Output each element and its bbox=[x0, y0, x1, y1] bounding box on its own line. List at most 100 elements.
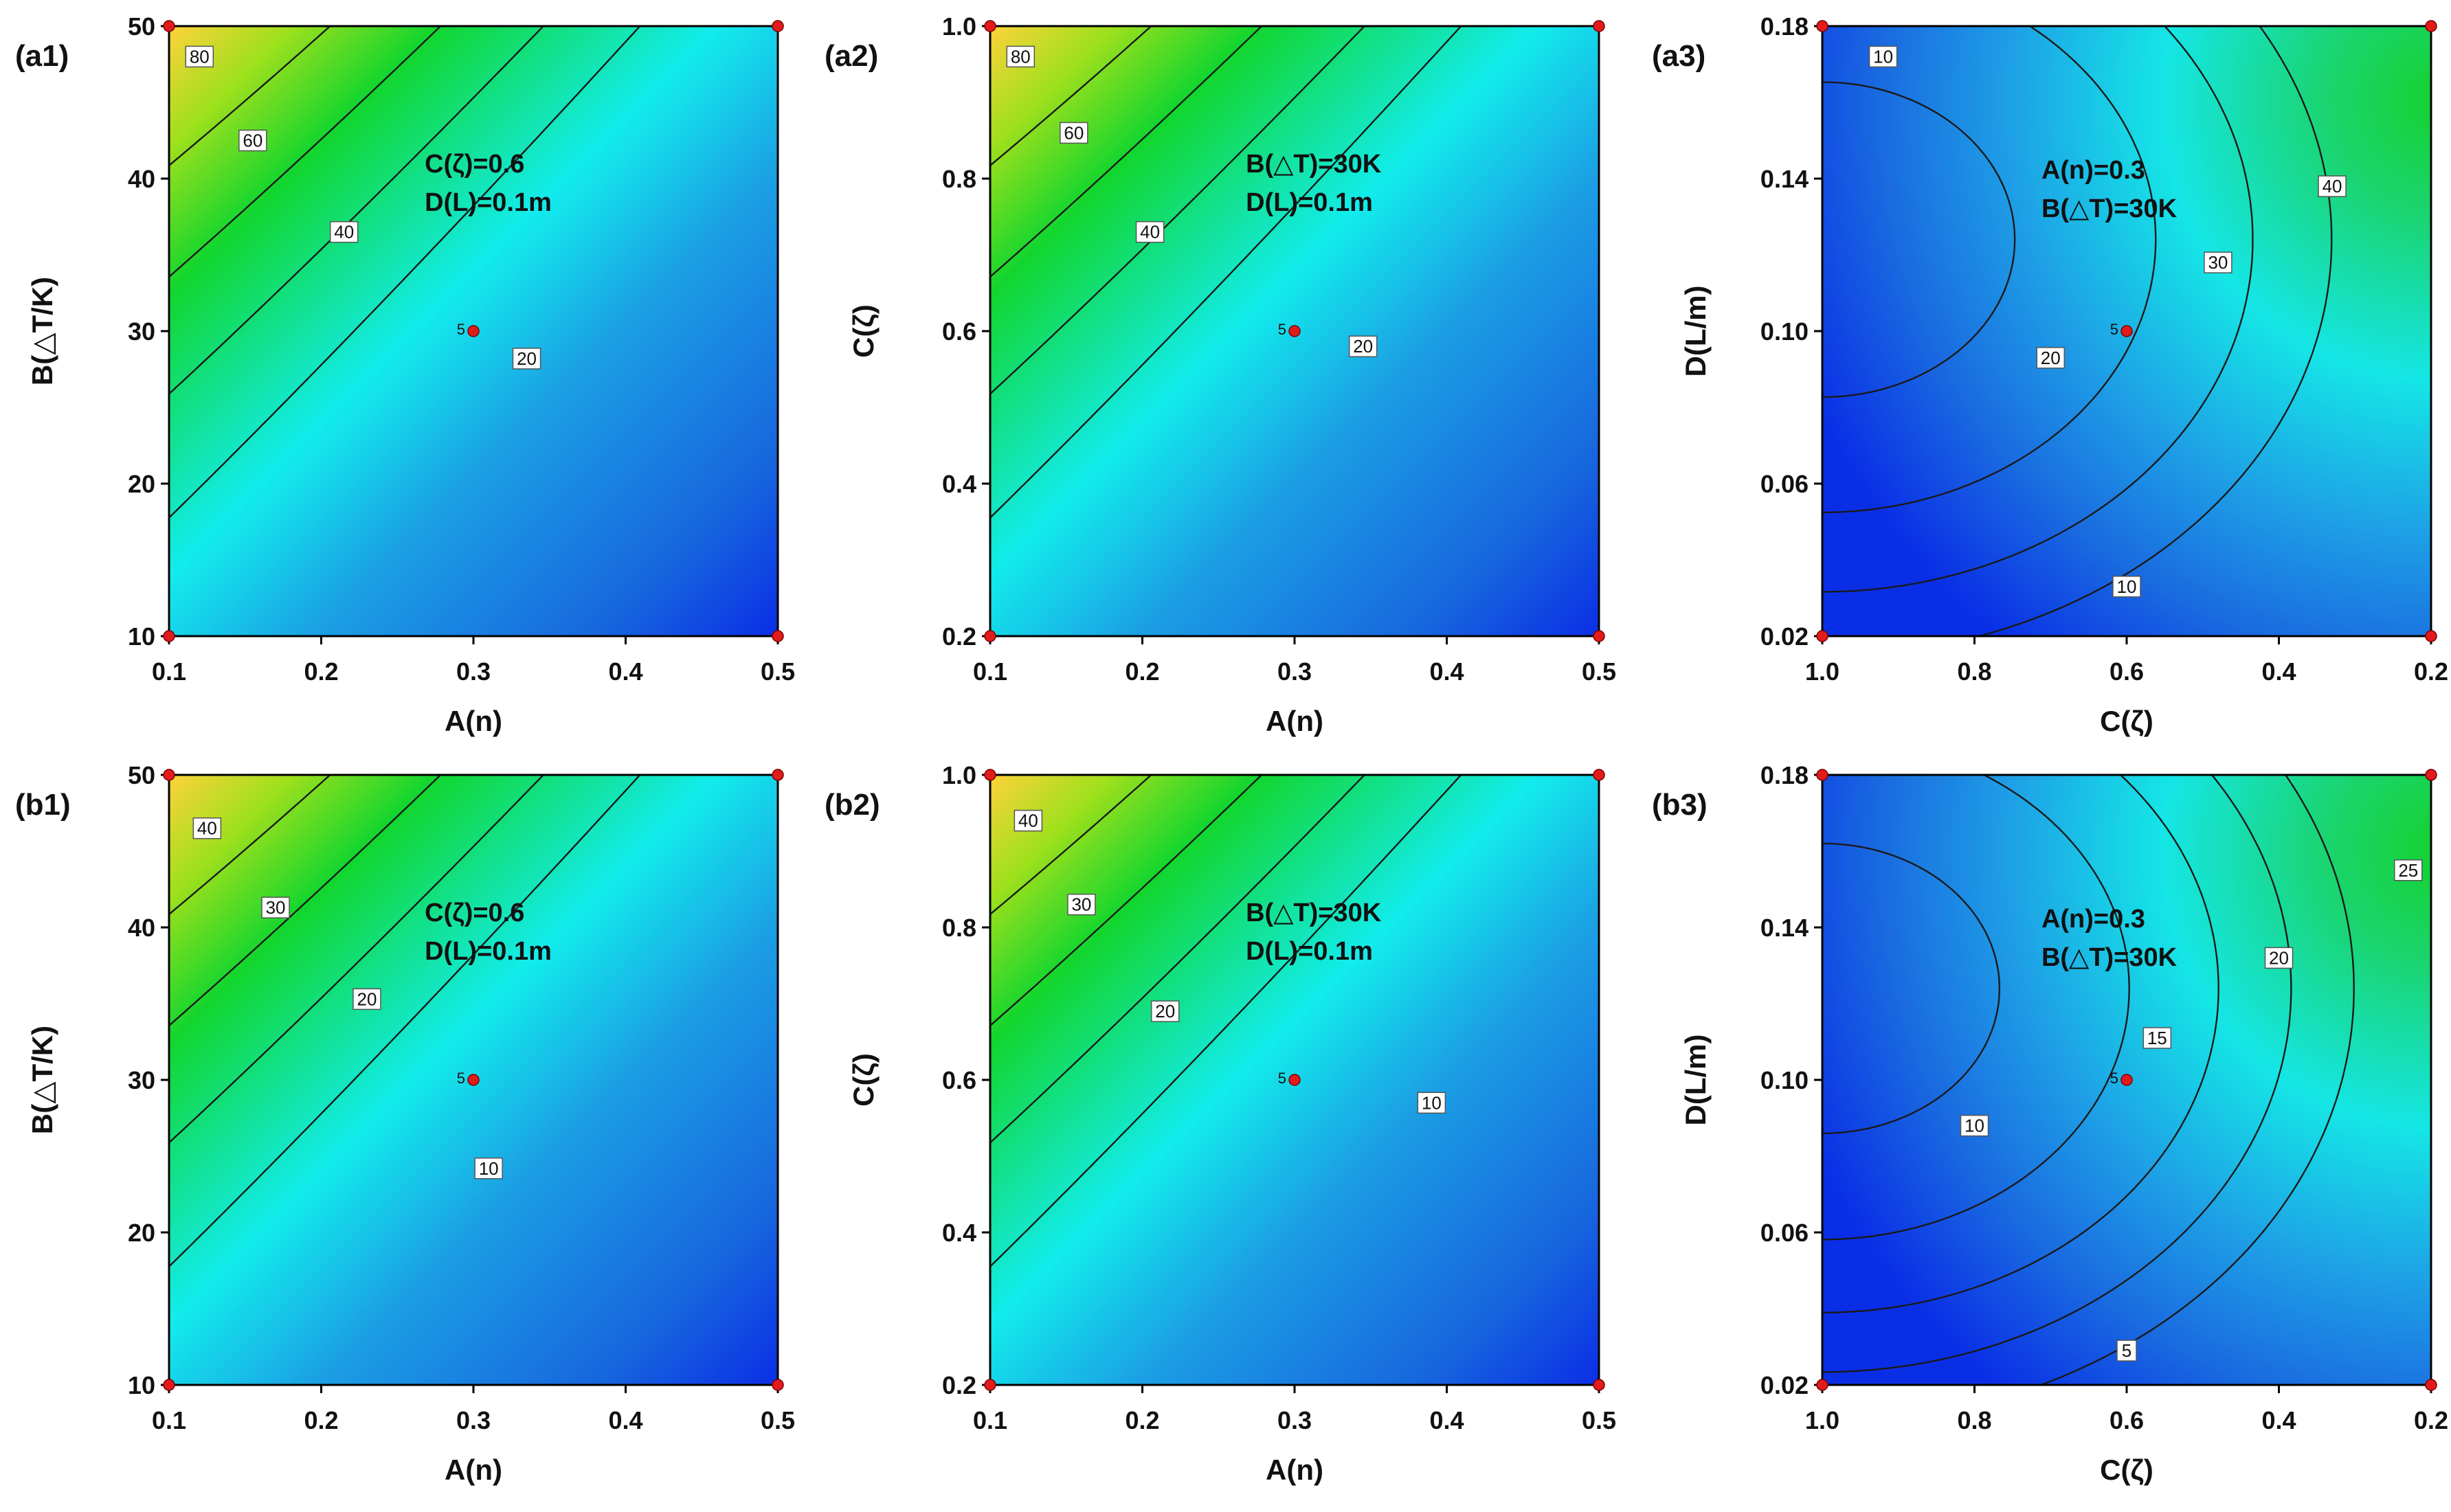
x-tick-label: 0.4 bbox=[2261, 657, 2296, 686]
x-tick-label: 0.4 bbox=[608, 1406, 642, 1434]
contour-label-text: 20 bbox=[357, 989, 377, 1009]
center-point-label: 5 bbox=[2110, 321, 2118, 338]
contour-label: 20 bbox=[1150, 1000, 1180, 1022]
design-point bbox=[163, 20, 175, 32]
y-tick-label: 0.8 bbox=[942, 165, 976, 193]
contour-label-text: 20 bbox=[1155, 1001, 1175, 1022]
x-tick-label: 0.4 bbox=[1429, 657, 1464, 686]
panel-b1: (b1) 0.1 0.2 0.3 0.4 0.5 10 20 30 40 50 A(n) B(△T/K)… bbox=[15, 761, 795, 1486]
y-tick-label: 20 bbox=[128, 470, 155, 498]
x-tick-label: 1.0 bbox=[1805, 657, 1839, 686]
y-tick-label: 0.06 bbox=[1760, 1219, 1809, 1247]
y-axis-title: C(ζ) bbox=[847, 304, 880, 358]
contour-label-text: 20 bbox=[2041, 348, 2061, 368]
x-tick-label: 1.0 bbox=[1805, 1406, 1839, 1434]
contour-line-40 bbox=[990, 775, 1152, 915]
annotation-line: D(L)=0.1m bbox=[1246, 937, 1373, 966]
contour-label-text: 60 bbox=[243, 131, 262, 151]
x-axis-title: A(n) bbox=[445, 705, 502, 737]
annotation-line: B(△T)=30K bbox=[2041, 943, 2178, 972]
x-tick-label: 0.4 bbox=[2261, 1406, 2296, 1434]
y-tick-label: 10 bbox=[128, 1371, 155, 1399]
design-point bbox=[1288, 1074, 1301, 1086]
y-tick-label: 0.02 bbox=[1760, 622, 1809, 651]
contour-label: 60 bbox=[238, 129, 267, 152]
center-point-label: 5 bbox=[1278, 1070, 1286, 1087]
x-tick-label: 0.8 bbox=[1957, 1406, 1991, 1434]
contour-label: 20 bbox=[1348, 335, 1378, 357]
design-point bbox=[2425, 1379, 2437, 1391]
panel-label: (b3) bbox=[1652, 788, 1708, 822]
contour-label-text: 25 bbox=[2398, 860, 2418, 881]
y-tick-label: 0.4 bbox=[942, 1219, 976, 1247]
panel-b3: (b3) 1.0 0.8 0.6 0.4 0.2 0.02 0.06 0.10 0.14 0.18 C… bbox=[1652, 761, 2448, 1486]
x-tick-label: 0.3 bbox=[456, 1406, 491, 1434]
design-point bbox=[2425, 769, 2437, 781]
x-axis-title: A(n) bbox=[445, 1454, 502, 1486]
x-tick-label: 0.5 bbox=[761, 1406, 795, 1434]
x-tick-label: 0.3 bbox=[1277, 1406, 1312, 1434]
center-point-label: 5 bbox=[457, 1070, 465, 1087]
design-point bbox=[984, 630, 996, 642]
contour-line-20 bbox=[1822, 26, 2157, 514]
contour-line-60 bbox=[990, 26, 1263, 278]
contour-label: 10 bbox=[474, 1158, 503, 1180]
contour-lines bbox=[1822, 775, 2355, 1385]
x-axis-title: C(ζ) bbox=[2100, 705, 2153, 737]
y-tick-label: 50 bbox=[128, 761, 155, 789]
x-tick-label: 0.2 bbox=[1125, 657, 1159, 686]
center-point-label: 5 bbox=[1278, 321, 1286, 338]
contour-label: 80 bbox=[1006, 45, 1036, 68]
contour-label-text: 40 bbox=[1018, 811, 1038, 831]
design-point bbox=[2425, 20, 2437, 32]
annotation-line: B(△T)=30K bbox=[2041, 194, 2178, 223]
contour-label-text: 20 bbox=[1353, 336, 1373, 357]
y-axis-title: B(△T/K) bbox=[26, 277, 58, 385]
contour-label: 25 bbox=[2394, 859, 2423, 881]
x-tick-label: 0.4 bbox=[608, 657, 642, 686]
annotation-line: D(L)=0.1m bbox=[425, 188, 552, 217]
y-tick-label: 1.0 bbox=[942, 761, 976, 789]
y-tick-label: 0.10 bbox=[1760, 1066, 1809, 1094]
center-point-label: 5 bbox=[457, 321, 465, 338]
design-point bbox=[1816, 630, 1828, 642]
x-axis-title: C(ζ) bbox=[2100, 1454, 2153, 1486]
contour-line-30 bbox=[1822, 26, 2254, 593]
y-axis-title: D(L/m) bbox=[1679, 286, 1712, 377]
contour-label-text: 40 bbox=[2323, 176, 2342, 196]
annotation-line: C(ζ)=0.6 bbox=[425, 899, 524, 927]
y-tick-label: 30 bbox=[128, 1066, 155, 1094]
panel-a1: (a1) 0.1 0.2 0.3 0.4 0.5 10 20 30 40 50 A(n) B(△T/K)… bbox=[15, 12, 795, 737]
contour-line-20 bbox=[169, 26, 641, 519]
design-point bbox=[772, 769, 784, 781]
y-tick-label: 1.0 bbox=[942, 12, 976, 41]
y-tick-label: 30 bbox=[128, 317, 155, 346]
contour-label: 40 bbox=[2318, 175, 2347, 197]
x-tick-label: 0.2 bbox=[1125, 1406, 1159, 1434]
contour-line-20 bbox=[1822, 775, 2292, 1373]
contour-label: 20 bbox=[512, 348, 541, 370]
contour-label-text: 30 bbox=[2208, 252, 2228, 273]
panels: (a1) 0.1 0.2 0.3 0.4 0.5 10 20 30 40 50 A(n) B(△T/K)… bbox=[15, 12, 2448, 1486]
contour-line-40 bbox=[169, 775, 331, 915]
contour-line-5 bbox=[1822, 842, 2000, 1134]
panel-a3: (a3) 1.0 0.8 0.6 0.4 0.2 0.02 0.06 0.10 0.14 0.18 C… bbox=[1652, 12, 2448, 737]
contour-label-text: 20 bbox=[2269, 947, 2289, 968]
contour-label-text: 10 bbox=[2117, 576, 2137, 597]
contour-line-30 bbox=[169, 775, 442, 1026]
contour-line-10 bbox=[990, 775, 1462, 1267]
contour-label: 10 bbox=[1868, 45, 1898, 68]
contour-lines bbox=[990, 26, 1462, 519]
design-point bbox=[163, 769, 175, 781]
x-axis-title: A(n) bbox=[1266, 705, 1323, 737]
annotation-line: B(△T)=30K bbox=[1246, 150, 1382, 179]
contour-label: 15 bbox=[2142, 1027, 2172, 1049]
x-tick-label: 0.2 bbox=[304, 657, 338, 686]
y-tick-label: 0.18 bbox=[1760, 12, 1809, 41]
design-point bbox=[2425, 630, 2437, 642]
contour-label-text: 80 bbox=[1011, 46, 1031, 67]
contour-label: 40 bbox=[329, 221, 359, 243]
x-tick-label: 0.5 bbox=[761, 657, 795, 686]
design-point bbox=[984, 769, 996, 781]
contour-label-text: 10 bbox=[479, 1158, 499, 1179]
